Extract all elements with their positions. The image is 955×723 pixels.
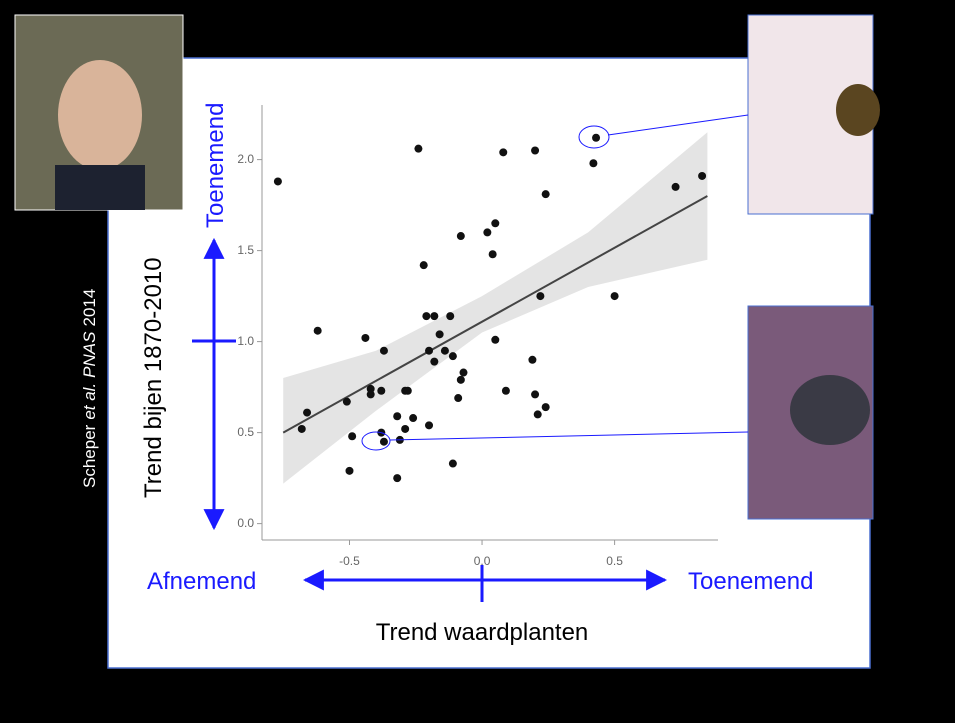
point — [541, 190, 550, 199]
point — [393, 412, 402, 421]
point — [491, 219, 500, 228]
point — [448, 352, 457, 361]
callout-circle — [361, 431, 391, 451]
point — [273, 177, 282, 186]
point — [377, 386, 386, 395]
x-up-label: Toenemend — [688, 568, 813, 595]
point — [448, 459, 457, 468]
citation-year: 2014 — [80, 289, 99, 327]
point — [345, 466, 354, 475]
citation-etal: et al. — [80, 383, 99, 420]
point — [422, 312, 431, 321]
point — [459, 368, 468, 377]
x-tick-label: 0.5 — [606, 554, 623, 568]
bee-body — [790, 375, 870, 445]
portrait-face — [58, 60, 142, 170]
point — [671, 182, 680, 191]
point — [501, 386, 510, 395]
point — [531, 390, 540, 399]
point — [414, 144, 423, 153]
point — [531, 146, 540, 155]
y-tick-label: 1.5 — [237, 243, 254, 257]
callout-line — [389, 431, 749, 441]
citation: Scheper et al. PNAS 2014 — [80, 289, 99, 488]
y-tick-label: 0.5 — [237, 425, 254, 439]
point — [533, 410, 542, 419]
x-down-label: Afnemend — [147, 568, 256, 595]
point — [403, 386, 412, 395]
point — [454, 394, 463, 403]
point — [366, 390, 375, 399]
x-axis-label: Trend waardplanten — [376, 619, 589, 646]
point — [425, 421, 434, 430]
point — [456, 232, 465, 241]
citation-journal: PNAS — [80, 331, 99, 378]
callout-circle — [578, 125, 610, 149]
point — [528, 355, 537, 364]
point — [536, 292, 545, 301]
point — [419, 261, 428, 270]
point — [430, 357, 439, 366]
point — [491, 335, 500, 344]
callout-line — [607, 114, 749, 136]
y-up-label: Toenemend — [202, 103, 229, 228]
point — [348, 432, 357, 441]
confidence-band — [283, 132, 708, 484]
point — [379, 437, 388, 446]
portrait-shirt — [55, 165, 145, 210]
point — [401, 424, 410, 433]
point — [342, 397, 351, 406]
x-tick-label: -0.5 — [339, 554, 360, 568]
point — [313, 326, 322, 335]
point — [589, 159, 598, 168]
point — [541, 403, 550, 412]
point — [379, 346, 388, 355]
point — [456, 375, 465, 384]
plot: 0.0 0.5 1.0 1.5 2.0 -0.5 0.0 0.5 — [237, 105, 718, 568]
y-axis-label: Trend bijen 1870-2010 — [140, 257, 167, 498]
point — [409, 414, 418, 423]
panel — [107, 57, 871, 669]
trend-line — [282, 195, 708, 434]
point — [440, 346, 449, 355]
point — [488, 250, 497, 259]
point — [499, 148, 508, 157]
y-tick-label: 1.0 — [237, 334, 254, 348]
x-tick-label: 0.0 — [474, 554, 491, 568]
point — [435, 330, 444, 339]
point — [430, 312, 439, 321]
y-tick-label: 2.0 — [237, 152, 254, 166]
point — [592, 133, 601, 142]
citation-author: Scheper — [80, 424, 99, 488]
y-tick-label: 0.0 — [237, 516, 254, 530]
point — [446, 312, 455, 321]
point — [425, 346, 434, 355]
point — [297, 424, 306, 433]
point — [393, 474, 402, 483]
point — [483, 228, 492, 237]
point — [698, 171, 707, 180]
point — [303, 408, 312, 417]
point — [361, 333, 370, 342]
point — [610, 292, 619, 301]
bee-on-flower — [836, 84, 880, 136]
